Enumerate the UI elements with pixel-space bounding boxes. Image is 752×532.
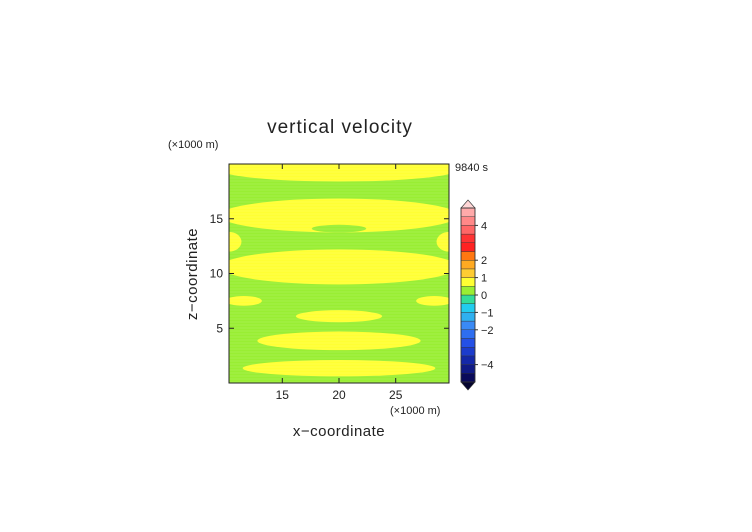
yellow-band <box>295 310 383 323</box>
colorbar-tick-label: 4 <box>481 220 487 232</box>
colorbar-segment <box>460 294 476 304</box>
green-blob <box>311 224 367 233</box>
colorbar-segment <box>460 312 476 322</box>
yellow-band <box>242 360 436 377</box>
x-tick-label: 25 <box>389 388 403 402</box>
colorbar-segment <box>460 233 476 244</box>
y-tick-label: 5 <box>216 321 223 335</box>
y-axis-ticks: 5 10 15 <box>210 212 449 335</box>
y-tick-label: 15 <box>210 212 224 226</box>
colorbar-segment <box>460 320 476 331</box>
colorbar-segment <box>460 251 476 261</box>
yellow-band <box>229 164 449 182</box>
colorbar-segment <box>460 338 476 348</box>
colorbar-tick-label: −1 <box>481 307 494 319</box>
colorbar-segment <box>460 242 476 252</box>
x-unit-label: (×1000 m) <box>390 405 440 417</box>
x-axis-ticks: 15 20 25 <box>276 164 403 402</box>
colorbar-segment <box>460 347 476 357</box>
colorbar-segment <box>460 277 476 287</box>
time-label: 9840 s <box>455 162 489 174</box>
x-tick-label: 20 <box>332 388 346 402</box>
colorbar-min-arrow <box>460 381 476 391</box>
colorbar-segment <box>460 329 476 339</box>
colorbar-segment <box>460 268 476 278</box>
yellow-band <box>229 231 242 252</box>
colorbar-tick-label: −2 <box>481 325 494 337</box>
colorbar-max-arrow <box>460 199 476 209</box>
colorbar-segment <box>460 303 476 313</box>
colorbar-segment <box>460 355 476 365</box>
plot-area: 15 20 25 5 10 15 <box>210 163 450 402</box>
x-tick-label: 15 <box>276 388 290 402</box>
colorbar-segment <box>460 373 476 383</box>
y-unit-label: (×1000 m) <box>168 139 218 151</box>
yellow-band <box>416 295 449 306</box>
yellow-band <box>229 198 449 233</box>
x-axis-label: x−coordinate <box>293 423 385 440</box>
colorbar-tick-label: −4 <box>481 360 494 372</box>
y-axis-label: z−coordinate <box>184 228 201 320</box>
chart-title: vertical velocity <box>267 117 413 138</box>
yellow-band <box>229 249 449 285</box>
y-tick-label: 10 <box>210 267 224 281</box>
yellow-band <box>229 295 262 306</box>
colorbar: 4 2 1 0 −1 −2 −4 <box>460 199 494 391</box>
colorbar-segment <box>460 364 476 374</box>
colorbar-tick-label: 0 <box>481 290 487 302</box>
yellow-band <box>257 331 421 351</box>
yellow-band <box>436 231 449 252</box>
colorbar-segment <box>460 260 476 270</box>
colorbar-segment <box>460 216 476 226</box>
colorbar-tick-label: 2 <box>481 255 487 267</box>
colorbar-segment <box>460 207 476 217</box>
colorbar-segment <box>460 286 476 296</box>
colorbar-segment <box>460 225 476 235</box>
colorbar-tick-label: 1 <box>481 273 487 285</box>
